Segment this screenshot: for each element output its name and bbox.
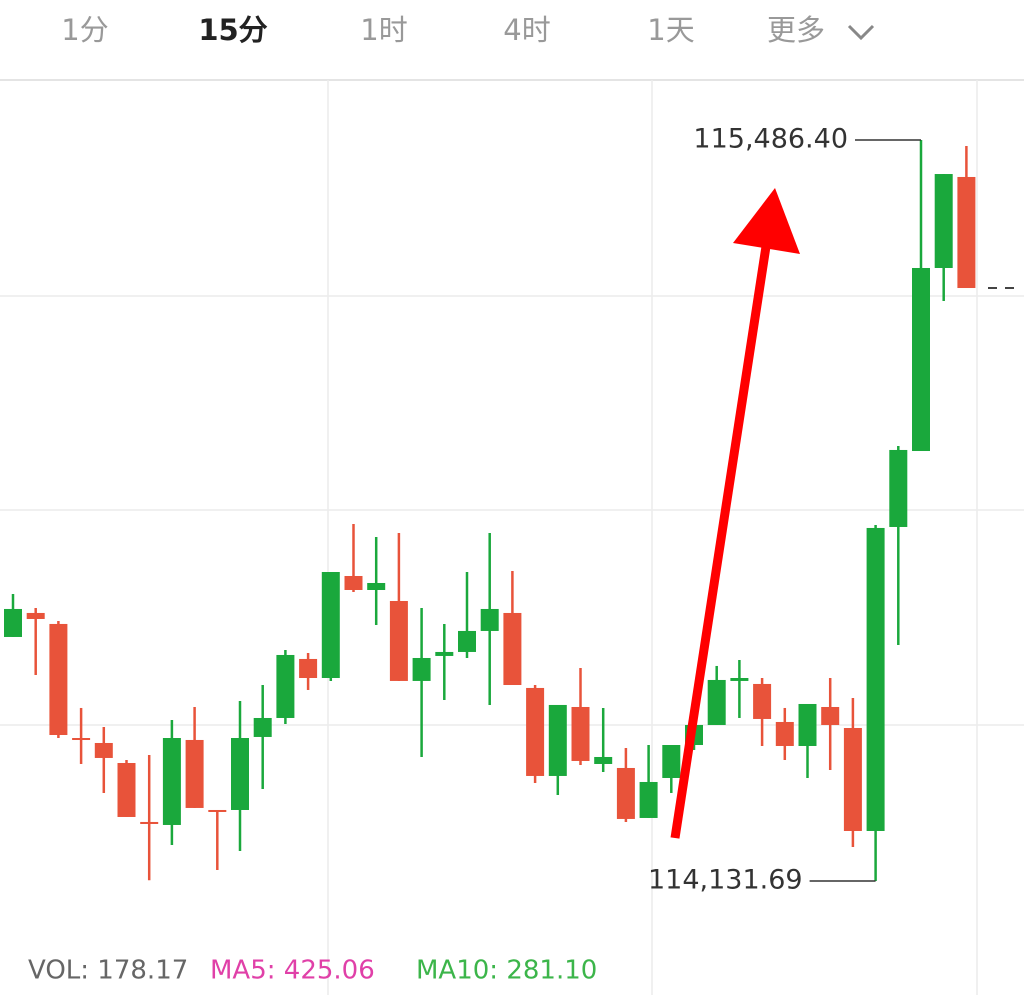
candle-body bbox=[707, 679, 726, 725]
candle-body bbox=[594, 756, 613, 764]
tab[interactable]: 4时 bbox=[503, 13, 550, 47]
candle-body bbox=[49, 623, 68, 735]
candle-body bbox=[94, 742, 113, 758]
indicator: VOL: 178.17 bbox=[28, 956, 188, 986]
arrow-head bbox=[733, 188, 800, 254]
candle-body bbox=[957, 176, 976, 289]
tab[interactable]: 1时 bbox=[360, 13, 407, 47]
tab[interactable]: 1天 bbox=[647, 13, 694, 47]
annotation-label: 114,131.69 bbox=[648, 864, 803, 895]
dropdown-chevron[interactable] bbox=[847, 24, 875, 41]
candle-body bbox=[412, 657, 431, 681]
candle-body bbox=[140, 821, 159, 824]
candle-body bbox=[571, 706, 590, 761]
candle-body bbox=[26, 612, 45, 619]
indicator: MA5: 425.06 bbox=[210, 956, 375, 986]
candle-plot: 115,486.40 114,131.69 bbox=[4, 124, 1022, 895]
candle-body bbox=[730, 678, 749, 681]
arrow-annotation bbox=[670, 188, 800, 839]
candle-body bbox=[117, 763, 136, 817]
candle-body bbox=[435, 651, 454, 656]
candle-body bbox=[526, 687, 545, 776]
candle-body bbox=[798, 703, 817, 746]
candle-body bbox=[185, 739, 204, 808]
candle-body bbox=[344, 575, 363, 590]
indicator: MA10: 281.10 bbox=[416, 956, 597, 986]
candle-body bbox=[753, 683, 772, 719]
candle-body bbox=[503, 612, 522, 686]
tab-bar: 1分 15分 1时 4时 1天 更多 bbox=[61, 13, 875, 47]
candle-body bbox=[775, 721, 794, 746]
tab[interactable]: 15分 bbox=[198, 13, 267, 47]
annotation-label: 115,486.40 bbox=[693, 124, 848, 155]
candle-body bbox=[912, 267, 930, 452]
candle-body bbox=[321, 571, 340, 679]
candle-body bbox=[889, 449, 908, 527]
candle-body bbox=[843, 727, 862, 831]
candle-body bbox=[934, 174, 953, 268]
candle-body bbox=[821, 706, 840, 725]
candle-body bbox=[458, 630, 476, 652]
candle-body bbox=[276, 654, 295, 718]
tab[interactable]: 更多 bbox=[767, 13, 825, 47]
candle-body bbox=[162, 738, 181, 825]
candle-body bbox=[616, 767, 635, 819]
candle-body bbox=[253, 717, 272, 737]
candle-body bbox=[639, 781, 658, 818]
candle-body bbox=[299, 658, 318, 679]
candle-body bbox=[231, 738, 249, 810]
candle-body bbox=[480, 608, 499, 631]
candle-body bbox=[389, 600, 408, 681]
tab[interactable]: 1分 bbox=[61, 13, 108, 47]
arrow-shaft bbox=[670, 239, 772, 839]
candle-body bbox=[367, 582, 386, 590]
candle-body bbox=[4, 608, 22, 637]
candle-body bbox=[548, 704, 567, 776]
candle-body bbox=[72, 738, 91, 741]
candle-body bbox=[662, 745, 681, 778]
candle-body bbox=[208, 809, 227, 812]
candle-body bbox=[866, 527, 885, 831]
